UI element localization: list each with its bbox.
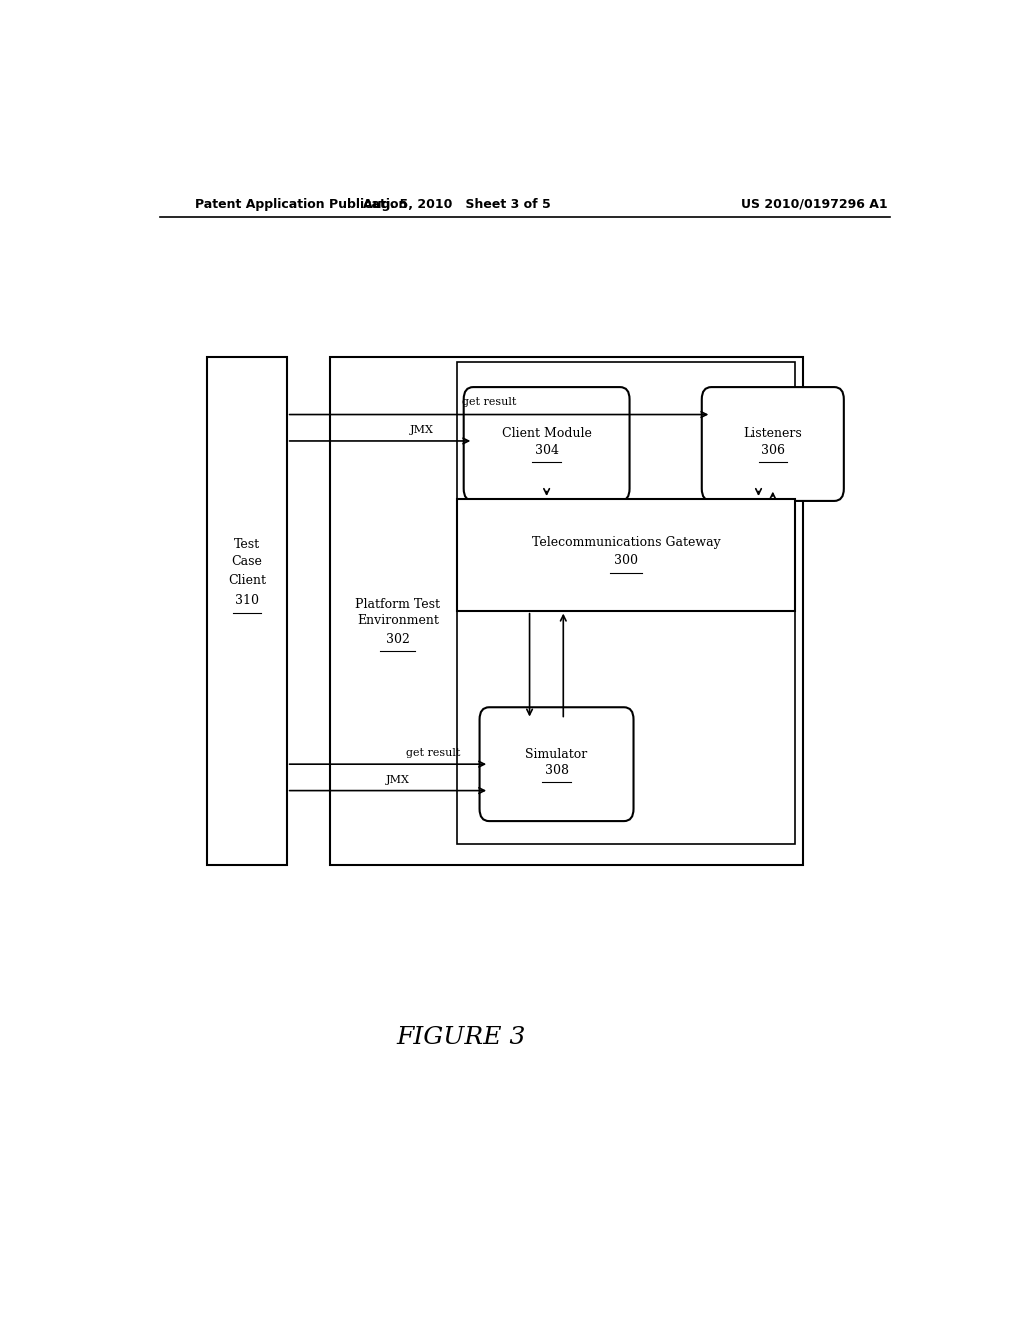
- Text: Environment: Environment: [357, 614, 438, 627]
- Text: 308: 308: [545, 764, 568, 776]
- Text: get result: get result: [407, 748, 461, 758]
- Text: Aug. 5, 2010   Sheet 3 of 5: Aug. 5, 2010 Sheet 3 of 5: [364, 198, 551, 211]
- FancyBboxPatch shape: [479, 708, 634, 821]
- Text: FIGURE 3: FIGURE 3: [396, 1026, 526, 1049]
- FancyBboxPatch shape: [464, 387, 630, 500]
- Text: Telecommunications Gateway: Telecommunications Gateway: [531, 536, 720, 549]
- Bar: [331, 356, 803, 865]
- Text: JMX: JMX: [386, 775, 410, 784]
- Text: 310: 310: [236, 594, 259, 607]
- Text: Test: Test: [233, 539, 260, 552]
- Bar: [458, 499, 795, 611]
- Text: US 2010/0197296 A1: US 2010/0197296 A1: [741, 198, 888, 211]
- Text: 302: 302: [386, 632, 410, 645]
- Bar: [207, 356, 287, 865]
- Text: get result: get result: [462, 397, 516, 408]
- Text: JMX: JMX: [410, 425, 433, 434]
- Text: 304: 304: [535, 444, 559, 457]
- Text: Listeners: Listeners: [743, 428, 802, 441]
- Bar: [458, 362, 795, 845]
- Text: Client Module: Client Module: [502, 428, 592, 441]
- Text: Case: Case: [231, 556, 262, 569]
- Text: Platform Test: Platform Test: [355, 598, 440, 611]
- Text: Client: Client: [228, 574, 266, 586]
- FancyBboxPatch shape: [701, 387, 844, 500]
- Text: Simulator: Simulator: [525, 747, 588, 760]
- Text: 300: 300: [614, 554, 638, 568]
- Text: 306: 306: [761, 444, 784, 457]
- Text: Patent Application Publication: Patent Application Publication: [196, 198, 408, 211]
